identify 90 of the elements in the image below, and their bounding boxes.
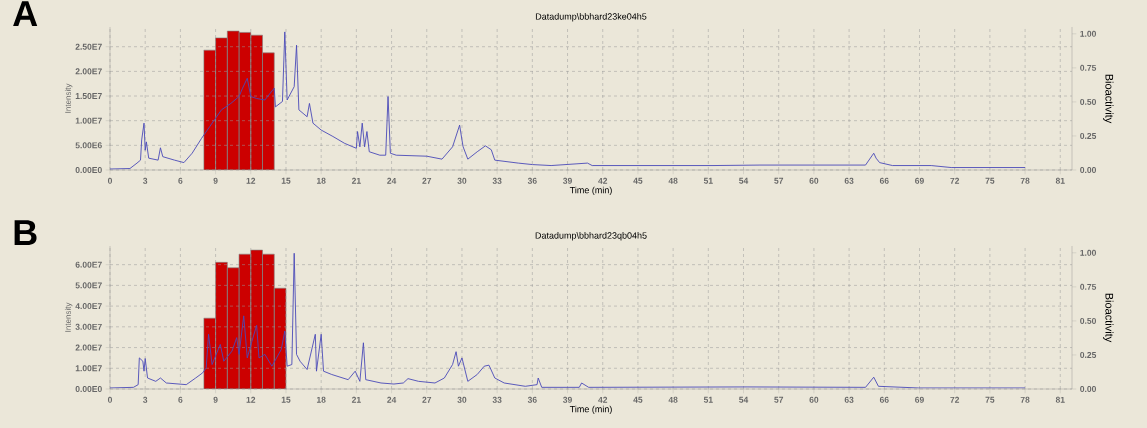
x-tick-label: 21 <box>351 177 361 184</box>
x-tick-label: 36 <box>527 396 537 403</box>
y2-tick-label: 0.00 <box>1080 386 1096 392</box>
x-axis-title: Time (min) <box>569 405 612 415</box>
x-tick-label: 27 <box>422 396 432 403</box>
chart-title: Datadump\bbhard23qb04h5 <box>535 232 647 241</box>
x-tick-label: 42 <box>598 396 608 403</box>
y-tick-label: 1.00E7 <box>75 117 102 124</box>
y-tick-label: 5.00E6 <box>75 142 102 149</box>
x-tick-label: 69 <box>915 177 924 184</box>
x-tick-label: 60 <box>809 396 819 403</box>
y-tick-label: 2.00E7 <box>75 68 102 75</box>
x-tick-label: 57 <box>774 177 784 184</box>
x-tick-label: 51 <box>703 177 713 184</box>
x-tick-label: 39 <box>563 177 572 184</box>
x-tick-label: 78 <box>1020 396 1030 403</box>
x-tick-label: 6 <box>178 177 183 184</box>
x-tick-label: 66 <box>879 177 889 184</box>
y2-tick-label: 0.25 <box>1080 132 1097 139</box>
y2-axis-title: Bioactivity <box>1103 74 1114 124</box>
x-tick-label: 63 <box>844 177 854 184</box>
y-tick-label: 5.00E7 <box>75 282 102 289</box>
x-tick-label: 3 <box>143 396 148 403</box>
y2-tick-label: 1.00 <box>1080 30 1096 37</box>
x-tick-label: 48 <box>668 396 678 403</box>
y-tick-label: 2.00E7 <box>75 344 102 351</box>
y2-tick-label: 1.00 <box>1080 249 1096 256</box>
y2-tick-label: 0.50 <box>1080 317 1096 324</box>
x-tick-label: 33 <box>492 396 502 403</box>
x-tick-label: 6 <box>178 396 183 403</box>
chart-title: Datadump\bbhard23ke04h5 <box>535 13 647 22</box>
x-tick-label: 81 <box>1055 177 1065 184</box>
x-tick-label: 24 <box>387 396 397 403</box>
y2-axis-title: Bioactivity <box>1103 293 1114 343</box>
x-tick-label: 9 <box>213 396 218 403</box>
x-tick-label: 15 <box>281 177 291 184</box>
x-axis-title: Time (min) <box>569 186 612 196</box>
x-tick-label: 0 <box>107 396 113 403</box>
x-tick-label: 54 <box>739 396 749 403</box>
y-tick-label: 6.00E7 <box>75 261 102 268</box>
x-tick-label: 30 <box>457 177 467 184</box>
text: B <box>14 220 37 245</box>
x-tick-label: 45 <box>633 177 643 184</box>
x-tick-label: 15 <box>281 396 291 403</box>
y-tick-label: 0.00E0 <box>75 166 102 173</box>
text: A <box>13 1 38 26</box>
x-tick-label: 81 <box>1055 396 1065 403</box>
y-tick-label: 3.00E7 <box>75 323 102 330</box>
x-tick-label: 75 <box>985 396 995 403</box>
y2-tick-label: 0.50 <box>1080 98 1096 105</box>
x-tick-label: 63 <box>844 396 854 403</box>
y2-tick-label: 0.00 <box>1080 166 1096 173</box>
y-axis-title: Intensity <box>64 83 73 113</box>
x-tick-label: 12 <box>246 177 256 184</box>
x-tick-label: 33 <box>492 177 502 184</box>
x-tick-label: 18 <box>316 177 326 184</box>
x-tick-label: 39 <box>563 396 572 403</box>
x-tick-label: 48 <box>668 177 678 184</box>
x-tick-label: 0 <box>107 177 113 184</box>
x-tick-label: 21 <box>351 396 361 403</box>
y2-tick-label: 0.75 <box>1080 283 1097 290</box>
x-tick-label: 18 <box>316 396 326 403</box>
y-tick-label: 0.00E0 <box>75 386 102 392</box>
x-tick-label: 12 <box>246 396 256 403</box>
x-tick-label: 9 <box>213 177 218 184</box>
y2-tick-label: 0.75 <box>1080 64 1097 71</box>
x-tick-label: 30 <box>457 396 467 403</box>
x-tick-label: 60 <box>809 177 819 184</box>
x-tick-label: 72 <box>950 396 960 403</box>
y-tick-label: 1.50E7 <box>75 93 102 100</box>
x-tick-label: 45 <box>633 396 643 403</box>
y-tick-label: 4.00E7 <box>75 303 102 310</box>
x-tick-label: 27 <box>422 177 432 184</box>
x-tick-label: 69 <box>915 396 924 403</box>
x-tick-label: 66 <box>879 396 889 403</box>
y-tick-label: 1.00E7 <box>75 365 102 372</box>
x-tick-label: 42 <box>598 177 608 184</box>
x-tick-label: 24 <box>387 177 397 184</box>
x-tick-label: 75 <box>985 177 995 184</box>
x-tick-label: 54 <box>739 177 749 184</box>
x-tick-label: 72 <box>950 177 960 184</box>
x-tick-label: 3 <box>143 177 148 184</box>
y-tick-label: 2.50E7 <box>75 43 102 50</box>
x-tick-label: 57 <box>774 396 784 403</box>
x-tick-label: 36 <box>527 177 537 184</box>
x-tick-label: 51 <box>703 396 713 403</box>
y2-tick-label: 0.25 <box>1080 351 1097 358</box>
line-series <box>110 252 1026 389</box>
x-tick-label: 78 <box>1020 177 1030 184</box>
y-axis-title: Intensity <box>64 302 73 332</box>
